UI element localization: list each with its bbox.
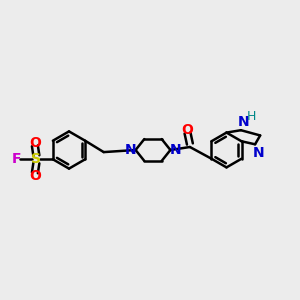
Text: O: O [29,136,41,150]
Text: O: O [182,124,194,137]
Text: H: H [247,110,256,123]
Text: N: N [238,115,250,129]
Text: S: S [32,152,41,166]
Text: N: N [252,146,264,160]
Text: N: N [124,143,136,157]
Text: O: O [29,169,41,183]
Text: N: N [170,143,182,157]
Text: F: F [12,152,22,166]
